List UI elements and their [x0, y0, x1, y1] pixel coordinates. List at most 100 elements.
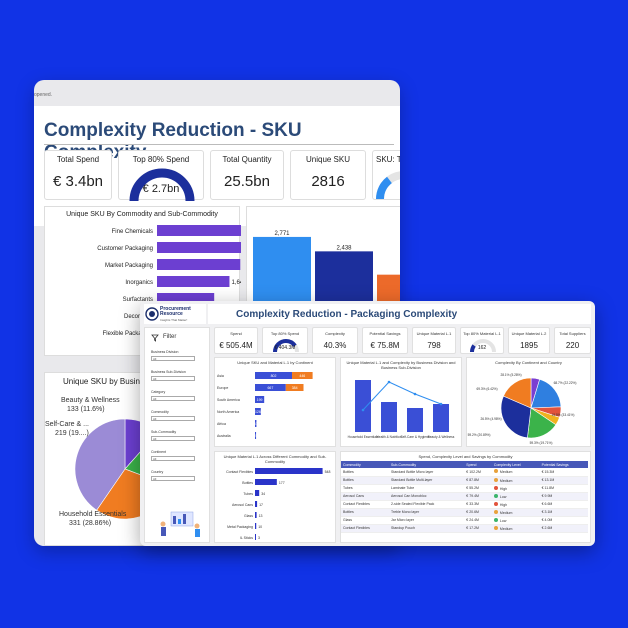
bar [157, 293, 215, 304]
bar-value-label: 199 [257, 398, 263, 402]
bar-category-label: Tubes [243, 492, 253, 496]
bar-category-label: Household Essentials [348, 435, 379, 439]
bar-category-label: Surfactants [123, 297, 153, 303]
table-cell: Aerosol Cans [341, 492, 390, 501]
bar [355, 380, 371, 432]
bar-category-label: Decoration [124, 314, 153, 320]
table-cell: Bottles [341, 468, 390, 477]
filter-dropdown[interactable]: All [151, 476, 195, 481]
bar-category-label: Self-Care & Hygiene [400, 435, 429, 439]
bar-value-label: 31 [254, 422, 258, 426]
filter-dropdown[interactable]: All [151, 396, 195, 401]
bar-value-label: 446 [299, 374, 305, 378]
kpi-label: Unique Material L.1 [416, 331, 452, 336]
logo: Procurement Resource Insights That Matte… [144, 304, 206, 324]
kpi-card: Total Suppliers 220 [554, 327, 591, 354]
filter-dropdown[interactable]: All [151, 376, 195, 381]
bar-value-label: 384 [292, 386, 298, 390]
status-dot-icon [493, 525, 498, 530]
table-header-cell[interactable]: Spend [464, 461, 492, 468]
spend-table-panel: Spend, Complexity Level and Savings by C… [340, 451, 591, 543]
spend-table: Commodity Sub-Commodity Spend Complexity Le… [341, 461, 588, 533]
table-row[interactable]: Glass Jar Micro layer € 24.4M Low € 4.0M [341, 516, 588, 525]
title-bar: Complexity Reduction - Packaging Complex… [208, 304, 591, 324]
table-row[interactable]: Tubes Laminate Tube € 55.2M High € 11.8M [341, 484, 588, 493]
table-cell: € 2.6M [539, 524, 588, 533]
kpi-card: Unique Material L.1 798 [412, 327, 456, 354]
table-header-cell[interactable]: Commodity [341, 461, 390, 468]
country-pie-chart: 28.1% (5.28%) 68.7% (22.22%) 69.3% (6.42%)… [468, 373, 577, 445]
kpi-value: € 3.4bn [52, 173, 104, 190]
pie-label-selfcare: Self-Care & ... [45, 421, 89, 428]
table-cell: Standard Bottle Micro layer [389, 468, 465, 477]
kpi-label: Unique SKU [305, 155, 351, 164]
filter-icon[interactable] [151, 334, 159, 342]
pie-slice [503, 377, 532, 409]
line-point [413, 392, 417, 396]
table-header-cell[interactable]: Potential Savings [539, 461, 588, 468]
table-cell: High [491, 500, 540, 509]
pie-label: 68.7% (22.22%) [554, 381, 577, 385]
table-header-cell[interactable]: Sub-Commodity [389, 461, 465, 468]
gauge-chart [129, 168, 195, 202]
table-cell: Glass [341, 516, 390, 525]
pie-label: 28.1% (5.28%) [500, 373, 521, 377]
table-cell: € 102.2M [464, 468, 492, 477]
line-point [387, 380, 391, 384]
logo-name: Procurement Resource [160, 306, 191, 317]
logo-tag: Insights That Matter! [160, 318, 188, 322]
table-row[interactable]: Bottles Standard Bottle Multi-layer € 87.8… [341, 476, 588, 485]
status-dot-icon [493, 501, 498, 506]
panel-title: Unique Material L.1 Across Different Com… [223, 454, 327, 464]
filter-label: Country [151, 470, 164, 474]
bar [255, 512, 257, 518]
kpi-label: Top 80% Spend [132, 155, 190, 164]
kpi-unique-sku: Unique SKU 2816 [290, 150, 366, 200]
table-row[interactable]: Bottles Treble Mono layer € 20.6M Medium € 3… [341, 508, 588, 517]
bar-value-label: 548 [325, 470, 331, 474]
bar-value-label: 23 [254, 434, 258, 438]
table-cell: € 15.3M [539, 468, 588, 477]
table-cell: Jar Micro layer [389, 516, 465, 525]
bar-value-label: 3 [258, 536, 260, 540]
pie-label: 59.2% (20.89%) [468, 433, 491, 437]
front-dashboard-window: Procurement Resource Insights That Matte… [140, 301, 595, 546]
filter-dropdown[interactable]: All [151, 356, 195, 361]
table-row[interactable]: Aerosol Cans Aerosol Can Monobloc € 79.4M L… [341, 492, 588, 501]
filter-label: Sub-Commodity [151, 430, 177, 434]
bar-value-label: 802 [271, 374, 277, 378]
table-row[interactable]: Bottles Standard Bottle Micro layer € 102.… [341, 468, 588, 477]
status-dot-icon [493, 477, 498, 482]
bar [433, 404, 449, 432]
bar-category-label: Health & Nutrition [377, 435, 402, 439]
continent-bar-chart: Asia 802 446 Europe 667 384 South America 199 No… [217, 372, 313, 439]
bar-value-label: 2,438 [336, 245, 352, 251]
pie-value-beauty: 133 (11.6%) [67, 406, 105, 413]
line-point [439, 402, 443, 406]
bar [255, 501, 258, 507]
bar-value-label: 34 [261, 492, 265, 496]
kpi-label: Potential Savings [369, 331, 401, 336]
table-cell: Standup Pouch [389, 524, 465, 533]
kpi-value: 2816 [311, 173, 345, 190]
table-cell: € 55.2M [464, 484, 492, 493]
panel-title: Spend, Complexity Level and Savings by C… [418, 454, 513, 459]
bar [157, 225, 241, 236]
kpi-label: Spend [230, 331, 242, 336]
status-dot-icon [493, 493, 498, 498]
kpi-value: € 2.7bn [142, 183, 180, 195]
table-row[interactable]: Contact Flexibles Standup Pouch € 17.2M Med… [341, 524, 588, 533]
bar-category-label: Customer Packaging [97, 246, 153, 252]
filter-dropdown[interactable]: All [151, 416, 195, 421]
table-row[interactable]: Contact Flexibles 2-side Sealed Flexible … [341, 500, 588, 509]
filter-dropdown[interactable]: All [151, 456, 195, 461]
logo-icon [145, 307, 159, 321]
table-header-cell[interactable]: Complexity Level [491, 461, 540, 468]
pie-value-household: 331 (28.86%) [69, 520, 112, 527]
filter-dropdown[interactable]: All [151, 436, 195, 441]
kpi-value: 25.5bn [224, 173, 270, 190]
kpi-label: Top 80% Spend [270, 331, 300, 336]
kpi-sku-top: SKU: To [372, 150, 400, 200]
bar [255, 420, 257, 427]
kpi-label: SKU: To [376, 155, 400, 164]
